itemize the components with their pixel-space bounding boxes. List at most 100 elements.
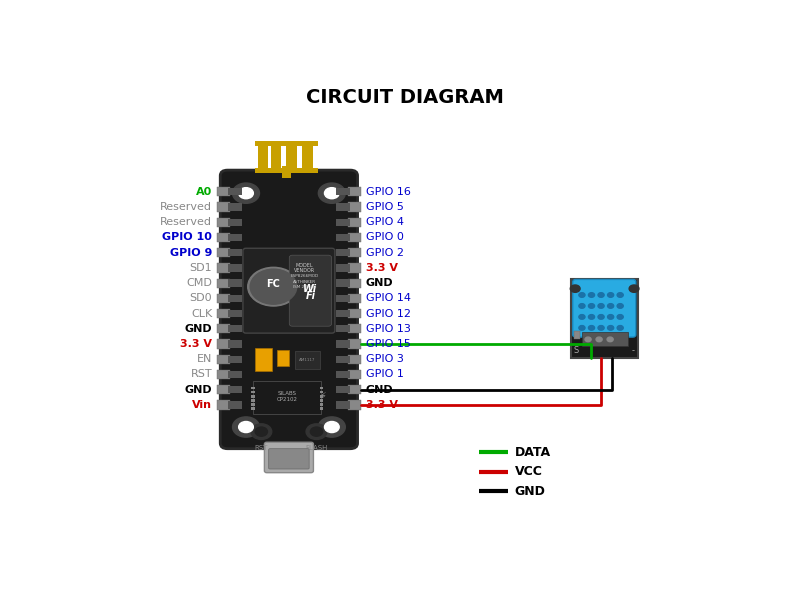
Bar <box>336 219 350 226</box>
Text: GPIO 0: GPIO 0 <box>365 232 403 243</box>
Circle shape <box>617 293 623 297</box>
Bar <box>348 202 361 211</box>
Bar <box>217 202 230 211</box>
Bar <box>336 325 350 332</box>
Bar <box>348 385 361 394</box>
Circle shape <box>585 337 591 341</box>
Text: CLK: CLK <box>191 308 212 319</box>
Bar <box>582 332 628 346</box>
Text: Fi: Fi <box>305 291 316 301</box>
Bar <box>336 401 350 409</box>
Text: GPIO 5: GPIO 5 <box>365 202 403 212</box>
Bar <box>217 370 230 379</box>
Bar <box>320 403 324 406</box>
Text: GPIO 2: GPIO 2 <box>365 247 403 258</box>
Circle shape <box>589 293 595 297</box>
Circle shape <box>617 326 623 330</box>
Bar <box>295 351 320 368</box>
Bar <box>348 400 361 410</box>
Bar <box>229 234 242 241</box>
Circle shape <box>598 326 604 330</box>
Text: FC: FC <box>267 279 280 289</box>
Bar <box>229 340 242 347</box>
Bar <box>336 295 350 302</box>
Bar <box>348 294 361 303</box>
Text: ISM 2.4GHz: ISM 2.4GHz <box>293 286 316 289</box>
Bar <box>282 167 291 178</box>
Circle shape <box>579 326 585 330</box>
Circle shape <box>607 337 613 341</box>
Bar <box>255 141 318 146</box>
Bar <box>217 279 230 288</box>
Text: S: S <box>573 346 578 355</box>
FancyBboxPatch shape <box>264 442 313 473</box>
Bar <box>320 391 324 394</box>
Circle shape <box>310 427 323 436</box>
Bar <box>348 309 361 318</box>
Text: GPIO 4: GPIO 4 <box>365 217 403 227</box>
Circle shape <box>607 326 614 330</box>
Bar <box>255 348 272 371</box>
Bar <box>348 340 361 349</box>
FancyBboxPatch shape <box>220 170 358 449</box>
Circle shape <box>607 293 614 297</box>
Bar <box>217 217 230 227</box>
Text: VENDOR: VENDOR <box>293 268 315 273</box>
Text: GND: GND <box>184 324 212 334</box>
Bar <box>320 399 324 402</box>
Circle shape <box>607 314 614 319</box>
Bar <box>229 279 242 287</box>
Bar <box>251 403 255 406</box>
Bar <box>271 143 281 173</box>
Bar <box>336 234 350 241</box>
Bar <box>217 264 230 273</box>
Circle shape <box>324 187 339 199</box>
Circle shape <box>248 267 299 306</box>
Circle shape <box>318 417 346 437</box>
Text: -: - <box>632 346 635 355</box>
Text: GPIO 3: GPIO 3 <box>365 354 403 364</box>
Bar <box>251 399 255 402</box>
Bar <box>253 382 321 414</box>
Text: Wi: Wi <box>303 285 317 294</box>
FancyBboxPatch shape <box>243 248 335 333</box>
Bar <box>217 385 230 394</box>
Bar <box>336 279 350 287</box>
Circle shape <box>617 304 623 308</box>
Text: SD1: SD1 <box>190 263 212 273</box>
Bar <box>336 203 350 211</box>
Text: AM1117: AM1117 <box>299 358 316 362</box>
Text: ESP8266MOD: ESP8266MOD <box>290 274 319 279</box>
Text: CIRCUIT DIAGRAM: CIRCUIT DIAGRAM <box>306 87 505 107</box>
FancyBboxPatch shape <box>269 449 309 469</box>
Circle shape <box>589 314 595 319</box>
Text: GPIO 14: GPIO 14 <box>365 294 411 303</box>
Bar <box>574 331 580 340</box>
Text: 3.3 V: 3.3 V <box>180 339 212 349</box>
Text: GPIO 15: GPIO 15 <box>365 339 411 349</box>
Circle shape <box>607 304 614 308</box>
Bar <box>229 249 242 256</box>
Bar <box>348 217 361 227</box>
Bar <box>336 340 350 347</box>
Bar <box>302 143 312 173</box>
Bar <box>251 395 255 398</box>
Bar <box>348 233 361 242</box>
Text: GPIO 16: GPIO 16 <box>365 187 411 197</box>
Text: RST: RST <box>255 446 268 452</box>
Bar <box>320 386 324 389</box>
Bar <box>286 143 297 173</box>
Circle shape <box>255 427 267 436</box>
Bar <box>229 203 242 211</box>
Text: FLASH: FLASH <box>305 446 327 452</box>
Circle shape <box>598 304 604 308</box>
Bar <box>336 264 350 271</box>
Bar <box>348 279 361 288</box>
Circle shape <box>324 422 339 432</box>
Text: RST: RST <box>191 370 212 379</box>
Bar <box>229 371 242 378</box>
Bar <box>320 407 324 410</box>
Bar <box>217 355 230 364</box>
Bar <box>217 294 230 303</box>
Bar <box>229 356 242 363</box>
